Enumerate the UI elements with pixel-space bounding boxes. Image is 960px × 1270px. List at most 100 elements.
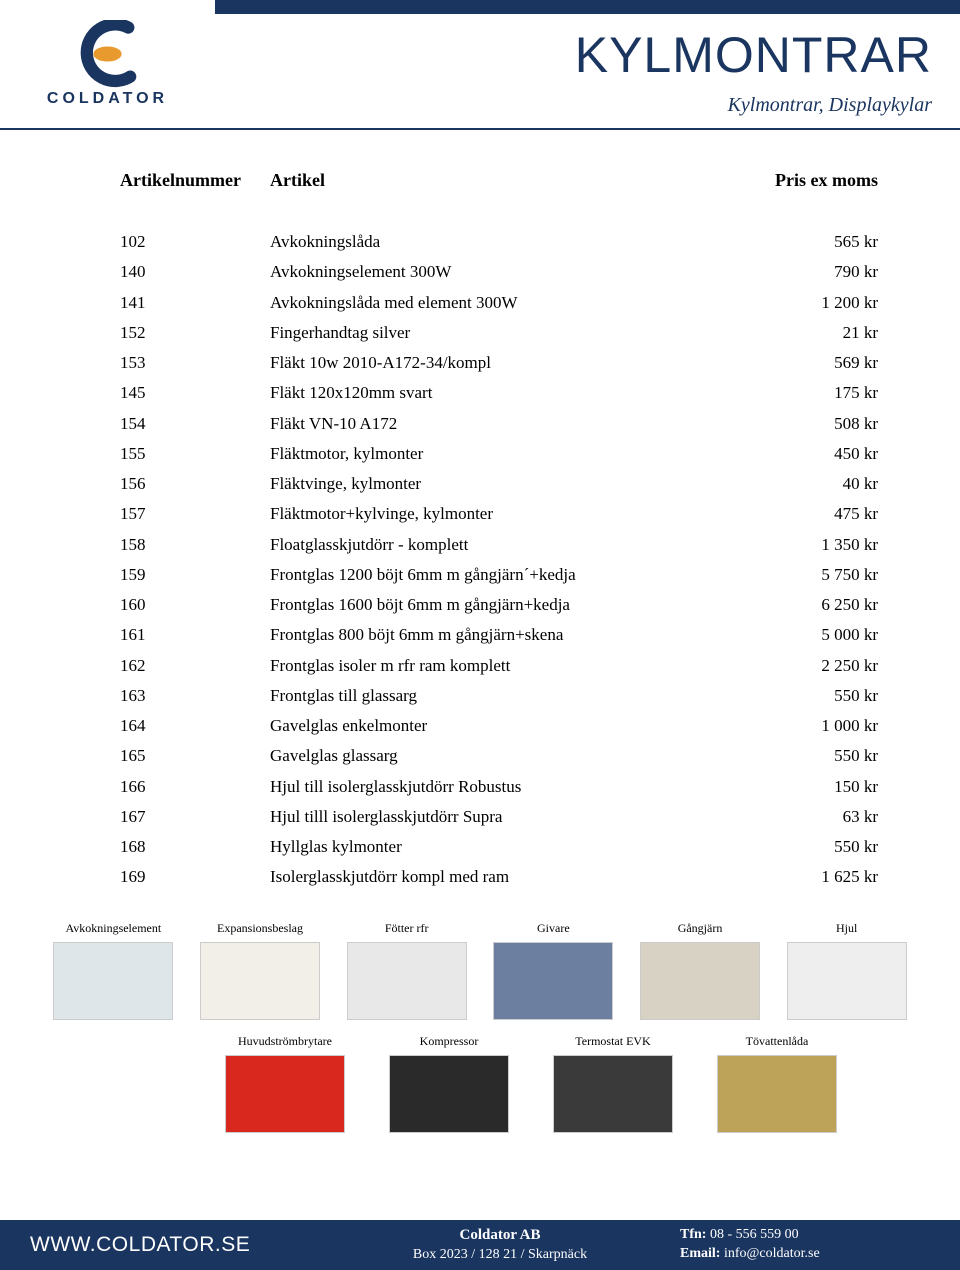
cell-artikel: Avkokningslåda med element 300W <box>270 288 708 318</box>
cell-pris: 21 kr <box>708 318 878 348</box>
cell-artikelnummer: 161 <box>120 620 270 650</box>
table-row: 141Avkokningslåda med element 300W1 200 … <box>120 288 878 318</box>
thumbnail-caption: Hjul <box>836 921 857 936</box>
cell-artikelnummer: 156 <box>120 469 270 499</box>
cell-pris: 5 000 kr <box>708 620 878 650</box>
cell-pris: 569 kr <box>708 348 878 378</box>
thumbnail-item: Expansionsbeslag <box>197 921 324 1020</box>
page-title: KYLMONTRAR <box>575 26 932 84</box>
table-row: 162Frontglas isoler m rfr ram komplett2 … <box>120 651 878 681</box>
table-row: 160Frontglas 1600 böjt 6mm m gångjärn+ke… <box>120 590 878 620</box>
cell-artikelnummer: 102 <box>120 227 270 257</box>
cell-artikelnummer: 158 <box>120 530 270 560</box>
thumbnail-row-1: Avkokningselement Expansionsbeslag Fötter … <box>50 921 910 1020</box>
table-row: 156Fläktvinge, kylmonter40 kr <box>120 469 878 499</box>
cell-artikelnummer: 141 <box>120 288 270 318</box>
cell-pris: 40 kr <box>708 469 878 499</box>
thumbnail-caption: Avkokningselement <box>65 921 161 936</box>
cell-artikelnummer: 168 <box>120 832 270 862</box>
cell-artikel: Frontglas 800 böjt 6mm m gångjärn+skena <box>270 620 708 650</box>
table-row: 102Avkokningslåda565 kr <box>120 227 878 257</box>
cell-pris: 63 kr <box>708 802 878 832</box>
cell-artikel: Floatglasskjutdörr - komplett <box>270 530 708 560</box>
cell-artikel: Fläktvinge, kylmonter <box>270 469 708 499</box>
footer-phone-label: Tfn: <box>680 1227 706 1242</box>
cell-artikel: Gavelglas glassarg <box>270 741 708 771</box>
table-row: 157Fläktmotor+kylvinge, kylmonter475 kr <box>120 499 878 529</box>
cell-pris: 1 200 kr <box>708 288 878 318</box>
cell-artikelnummer: 164 <box>120 711 270 741</box>
table-row: 167Hjul tilll isolerglasskjutdörr Supra6… <box>120 802 878 832</box>
thumbnail-caption: Huvudströmbrytare <box>238 1034 332 1049</box>
brand-logo-icon <box>60 20 155 88</box>
table-row: 140Avkokningselement 300W790 kr <box>120 257 878 287</box>
table-row: 163Frontglas till glassarg550 kr <box>120 681 878 711</box>
thumbnail-item: Givare <box>490 921 617 1020</box>
table-row: 152Fingerhandtag silver21 kr <box>120 318 878 348</box>
footer-center: Coldator AB Box 2023 / 128 21 / Skarpnäc… <box>350 1225 650 1264</box>
cell-artikelnummer: 169 <box>120 862 270 892</box>
thumbnail-image <box>493 942 613 1020</box>
cell-pris: 475 kr <box>708 499 878 529</box>
cell-artikel: Hyllglas kylmonter <box>270 832 708 862</box>
thumbnail-item: Tövattenlåda <box>712 1034 842 1133</box>
table-row: 166Hjul till isolerglasskjutdörr Robustu… <box>120 772 878 802</box>
cell-artikel: Fläktmotor, kylmonter <box>270 439 708 469</box>
thumbnail-caption: Expansionsbeslag <box>217 921 303 936</box>
table-row: 169Isolerglasskjutdörr kompl med ram1 62… <box>120 862 878 892</box>
thumbnail-image <box>389 1055 509 1133</box>
thumbnail-image <box>553 1055 673 1133</box>
table-row: 158Floatglasskjutdörr - komplett1 350 kr <box>120 530 878 560</box>
page-subtitle: Kylmontrar, Displaykylar <box>728 94 932 117</box>
cell-artikelnummer: 157 <box>120 499 270 529</box>
thumbnail-row-2: HuvudströmbrytareKompressorTermostat EVK… <box>50 1034 910 1133</box>
thumbnail-image <box>53 942 173 1020</box>
cell-artikel: Frontglas 1600 böjt 6mm m gångjärn+kedja <box>270 590 708 620</box>
thumbnail-image <box>717 1055 837 1133</box>
header-right: KYLMONTRAR Kylmontrar, Displaykylar <box>215 0 960 128</box>
table-row: 153Fläkt 10w 2010-A172-34/kompl569 kr <box>120 348 878 378</box>
thumbnail-caption: Fötter rfr <box>385 921 429 936</box>
col-header-pris: Pris ex moms <box>708 170 878 191</box>
thumbnail-caption: Gångjärn <box>678 921 723 936</box>
cell-pris: 5 750 kr <box>708 560 878 590</box>
thumbnail-image <box>787 942 907 1020</box>
cell-artikel: Avkokningselement 300W <box>270 257 708 287</box>
footer-email-line: Email: info@coldator.se <box>680 1245 930 1264</box>
cell-artikelnummer: 152 <box>120 318 270 348</box>
thumbnail-item: Kompressor <box>384 1034 514 1133</box>
footer-email: info@coldator.se <box>724 1246 820 1261</box>
cell-pris: 550 kr <box>708 681 878 711</box>
cell-artikelnummer: 163 <box>120 681 270 711</box>
content-area: Artikelnummer Artikel Pris ex moms 102Av… <box>0 130 960 903</box>
footer-company: Coldator AB <box>350 1225 650 1245</box>
table-row: 154Fläkt VN-10 A172508 kr <box>120 409 878 439</box>
cell-pris: 550 kr <box>708 832 878 862</box>
cell-pris: 550 kr <box>708 741 878 771</box>
cell-artikel: Fläkt 10w 2010-A172-34/kompl <box>270 348 708 378</box>
page-footer: WWW.COLDATOR.SE Coldator AB Box 2023 / 1… <box>0 1220 960 1270</box>
table-row: 155Fläktmotor, kylmonter450 kr <box>120 439 878 469</box>
thumbnail-caption: Kompressor <box>420 1034 479 1049</box>
table-header-row: Artikelnummer Artikel Pris ex moms <box>120 170 878 191</box>
cell-artikelnummer: 159 <box>120 560 270 590</box>
cell-artikel: Fingerhandtag silver <box>270 318 708 348</box>
cell-artikelnummer: 153 <box>120 348 270 378</box>
thumbnail-image <box>200 942 320 1020</box>
col-header-artikel: Artikel <box>270 170 708 191</box>
table-body: 102Avkokningslåda565 kr140Avkokningselem… <box>120 227 878 893</box>
cell-artikelnummer: 145 <box>120 378 270 408</box>
footer-website: WWW.COLDATOR.SE <box>30 1233 350 1257</box>
table-row: 164Gavelglas enkelmonter1 000 kr <box>120 711 878 741</box>
cell-artikel: Avkokningslåda <box>270 227 708 257</box>
logo-block: COLDATOR <box>0 0 215 128</box>
col-header-artikelnummer: Artikelnummer <box>120 170 270 191</box>
thumbnail-item: Avkokningselement <box>50 921 177 1020</box>
footer-right: Tfn: 08 - 556 559 00 Email: info@coldato… <box>650 1226 930 1264</box>
thumbnail-image <box>225 1055 345 1133</box>
cell-artikelnummer: 162 <box>120 651 270 681</box>
cell-artikelnummer: 154 <box>120 409 270 439</box>
footer-email-label: Email: <box>680 1246 720 1261</box>
thumbnail-item: Hjul <box>783 921 910 1020</box>
thumbnail-section: Avkokningselement Expansionsbeslag Fötter … <box>0 903 960 1133</box>
